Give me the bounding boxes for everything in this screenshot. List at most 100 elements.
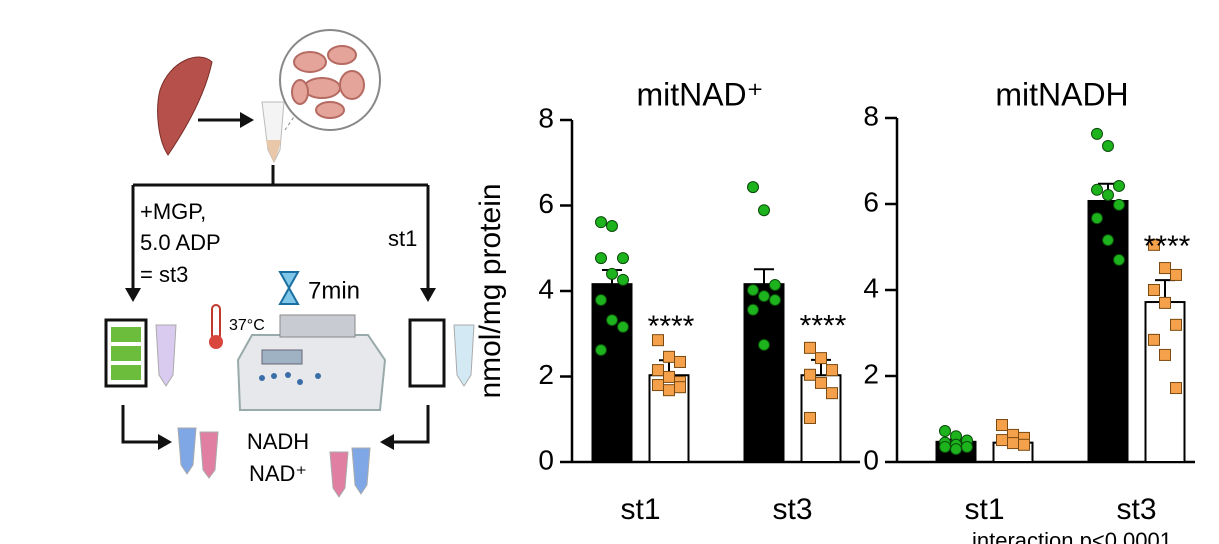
data-point [1148,238,1160,251]
y-tick-label: 0 [538,444,554,475]
y-tick-label: 6 [538,188,554,219]
data-point [652,379,664,392]
y-tick-label: 2 [863,358,879,389]
chart-title: mitNAD⁺ [636,76,763,112]
battery-cell [111,346,141,361]
data-point [1113,179,1125,192]
x-tick-label: st3 [1116,493,1156,526]
y-axis-label: nmol/mg protein [474,183,507,398]
data-point [1113,198,1125,211]
thermometer-bulb [209,335,223,349]
data-point [617,252,629,265]
tube [351,447,371,495]
data-point [804,368,816,381]
zoom-line [284,107,301,131]
data-point [606,267,618,280]
y-tick-label: 0 [863,444,879,475]
data-point [747,303,759,316]
y-tick-label: 4 [863,272,879,303]
data-point [826,387,838,400]
battery-empty [408,318,446,388]
data-point [606,314,618,327]
data-point [1148,333,1160,346]
data-point [747,284,759,297]
data-point [769,279,781,292]
tube [329,451,349,498]
data-point [1018,438,1030,451]
data-point [1113,253,1125,266]
y-tick-label: 8 [863,100,879,131]
note: interaction p<0.0001 [972,528,1172,544]
data-point [1102,188,1114,201]
data-point [950,443,962,456]
bar [591,283,633,463]
data-point [674,381,686,394]
y-tick-label: 4 [538,273,554,304]
battery-cell [111,365,141,380]
tube [453,324,475,387]
product-label: NADH [247,429,309,454]
data-point [939,440,951,453]
data-point [663,384,675,397]
data-point [595,343,607,356]
data-point [1091,212,1103,225]
product-label: NAD⁺ [249,461,307,486]
diagram: +MGP, 5.0 ADP = st3 st1 7min 37°C NADH N… [104,29,475,498]
data-point [747,181,759,194]
x-tick-label: st1 [964,493,1004,526]
time-label: 7min [308,277,360,304]
st3-label: = st3 [140,262,188,287]
data-point [663,370,675,383]
arrow-head [240,112,254,128]
data-point [815,376,827,389]
significance: **** [800,310,847,343]
data-point [758,204,770,217]
data-point [1007,437,1019,450]
data-point [758,338,770,351]
tube-fill [266,140,281,162]
chart-title: mitNADH [995,76,1128,112]
data-point [996,419,1008,432]
data-point [1091,183,1103,196]
data-point [826,364,838,377]
muscle [157,56,213,156]
data-point [1170,268,1182,281]
data-point [663,350,675,363]
significance: **** [1144,230,1191,263]
data-point [1148,284,1160,296]
y-tick-label: 6 [863,186,879,217]
incubator [236,334,387,411]
data-point [617,320,629,333]
y-tick-label: 2 [538,359,554,390]
incubator-block [279,314,356,338]
thermometer [211,304,221,341]
bar [1087,199,1129,464]
data-point [1102,234,1114,247]
data-point [804,411,816,424]
data-point [961,440,973,453]
incubator-display [261,349,303,365]
battery-cell [111,327,141,342]
data-point [595,252,607,265]
data-point [1159,262,1171,275]
tube [177,427,197,475]
tube [155,324,177,387]
data-point [595,293,607,306]
x-tick-label: st1 [620,493,660,526]
data-point [674,355,686,368]
data-point [769,293,781,306]
data-point [617,273,629,286]
data-point [804,341,816,354]
st1-label: st1 [388,226,417,251]
significance: **** [648,310,695,343]
data-point [595,216,607,229]
y-tick-label: 8 [538,102,554,133]
temperature-label: 37°C [229,317,265,334]
flow-lines [121,165,430,444]
data-point [606,220,618,233]
data-point [939,425,951,438]
data-point [1170,318,1182,331]
data-point [1159,296,1171,309]
data-point [815,352,827,365]
